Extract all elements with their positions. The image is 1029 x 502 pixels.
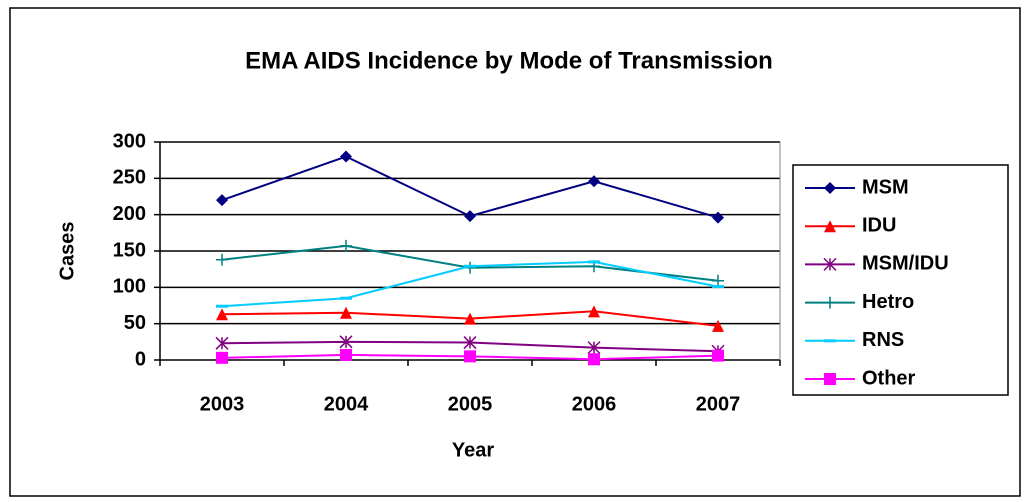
x-tick-label: 2006 [572, 393, 617, 415]
y-tick-label: 100 [113, 276, 146, 298]
marker [216, 194, 228, 207]
y-tick-label: 150 [113, 239, 146, 261]
marker [340, 306, 352, 319]
marker [712, 211, 724, 224]
x-tick-label: 2003 [200, 393, 245, 415]
legend-box [792, 164, 1009, 396]
x-tick-label: 2005 [448, 393, 493, 415]
marker [712, 319, 724, 332]
y-tick-label: 200 [113, 203, 146, 225]
y-axis-label: Cases [56, 222, 78, 281]
marker [712, 349, 724, 362]
marker [215, 336, 229, 350]
y-tick-label: 50 [124, 312, 146, 334]
marker [463, 336, 477, 350]
x-tick-label: 2007 [696, 393, 741, 415]
chart-title: EMA AIDS Incidence by Mode of Transmissi… [245, 47, 773, 74]
marker [216, 308, 228, 321]
legend-label: IDU [862, 214, 896, 236]
x-axis-label: Year [452, 439, 494, 461]
marker [587, 341, 601, 355]
x-tick-label: 2004 [324, 393, 369, 415]
marker [340, 348, 352, 361]
y-tick-label: 300 [113, 130, 146, 152]
marker [464, 210, 476, 223]
legend-label: MSM [862, 176, 909, 198]
marker [712, 274, 724, 287]
marker [824, 296, 836, 309]
marker [824, 373, 836, 385]
y-tick-label: 250 [113, 167, 146, 189]
marker [588, 353, 600, 366]
marker [340, 150, 352, 163]
legend-label: RNS [862, 329, 904, 351]
marker [464, 350, 476, 363]
legend-label: MSM/IDU [862, 253, 949, 275]
marker [216, 351, 228, 364]
marker [216, 253, 228, 266]
legend-label: Hetro [862, 291, 914, 313]
marker [464, 312, 476, 325]
legend-label: Other [862, 367, 916, 389]
marker [824, 182, 836, 194]
marker [588, 175, 600, 188]
marker [588, 305, 600, 318]
marker [340, 239, 352, 252]
marker [823, 257, 837, 271]
marker [339, 335, 353, 349]
marker [824, 220, 836, 233]
y-tick-label: 0 [135, 348, 146, 370]
